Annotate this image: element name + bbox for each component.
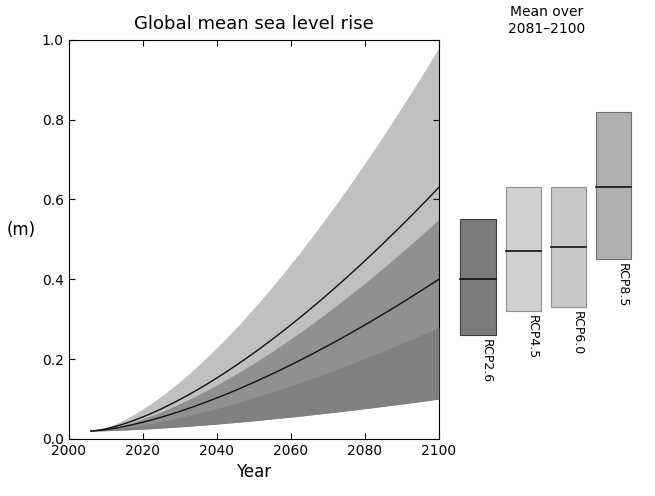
Text: RCP6.0: RCP6.0 <box>571 311 584 356</box>
Bar <box>506 187 541 311</box>
Text: RCP2.6: RCP2.6 <box>480 339 493 383</box>
Y-axis label: (m): (m) <box>7 221 35 240</box>
Bar <box>551 187 586 307</box>
X-axis label: Year: Year <box>236 463 271 482</box>
Bar <box>460 219 496 335</box>
Title: Global mean sea level rise: Global mean sea level rise <box>134 14 374 33</box>
Text: RCP4.5: RCP4.5 <box>525 315 538 360</box>
Bar <box>596 112 631 259</box>
Text: RCP8.5: RCP8.5 <box>616 263 629 308</box>
Text: Mean over
2081–2100: Mean over 2081–2100 <box>508 5 586 36</box>
